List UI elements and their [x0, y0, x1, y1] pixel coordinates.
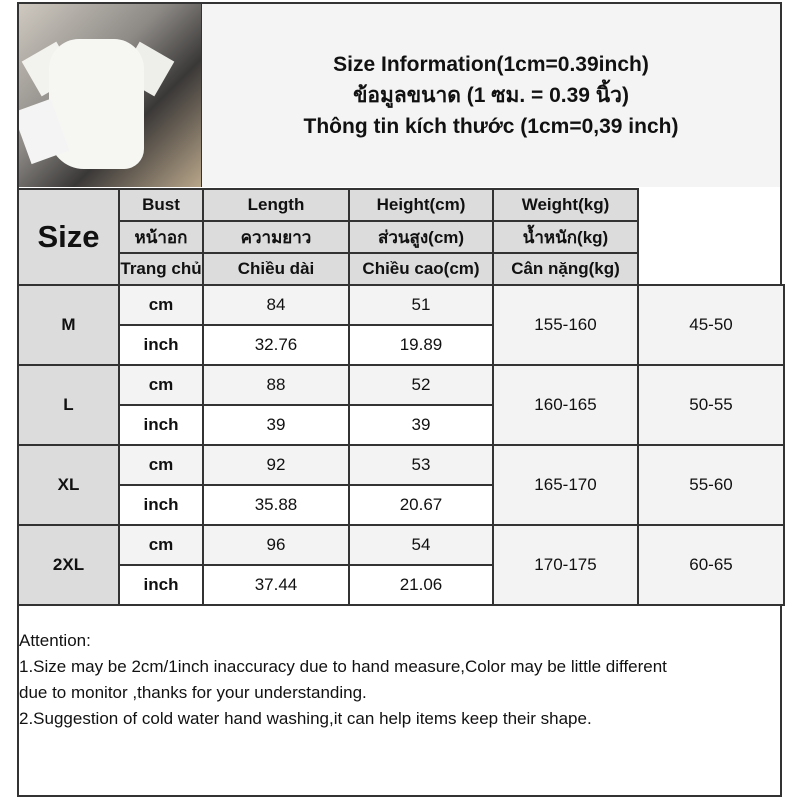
height-range: 155-160: [492, 284, 639, 366]
bust-inch: 37.44: [202, 564, 350, 606]
table-row-cm: 2XL cm 96 54 170-175 60-65: [17, 524, 785, 606]
header-bust-th: หน้าอก: [118, 220, 204, 254]
attention-heading: Attention:: [19, 631, 91, 650]
table-row-inch: inch 32.76 19.89: [18, 324, 784, 366]
size-label: L: [17, 364, 120, 446]
header-length-en: Length: [202, 188, 350, 222]
length-inch: 21.06: [348, 564, 494, 606]
unit-cm: cm: [118, 444, 204, 486]
table-row-inch: inch 37.44 21.06: [18, 564, 784, 606]
table-row-inch: inch 35.88 20.67: [18, 484, 784, 526]
length-inch: 20.67: [348, 484, 494, 526]
header-bust-vi: Trang chủ: [118, 252, 204, 286]
bust-cm: 88: [202, 364, 350, 406]
bust-cm: 92: [202, 444, 350, 486]
size-info-title: Size Information(1cm=0.39inch) ข้อมูลขนา…: [202, 4, 780, 187]
unit-inch: inch: [118, 564, 204, 606]
length-cm: 53: [348, 444, 494, 486]
length-cm: 52: [348, 364, 494, 406]
attention-notes: Attention: 1.Size may be 2cm/1inch inacc…: [19, 628, 779, 732]
size-table: Size Bust Length Height(cm) Weight(kg) ห…: [17, 188, 785, 606]
header-height-th: ส่วนสูง(cm): [348, 220, 494, 254]
weight-range: 50-55: [637, 364, 785, 446]
unit-cm: cm: [118, 524, 204, 566]
size-label: M: [17, 284, 120, 366]
length-cm: 54: [348, 524, 494, 566]
height-range: 160-165: [492, 364, 639, 446]
title-thai: ข้อมูลขนาด (1 ซม. = 0.39 นิ้ว): [353, 84, 629, 107]
header-weight-en: Weight(kg): [492, 188, 639, 222]
bust-inch: 35.88: [202, 484, 350, 526]
attention-line-3: 2.Suggestion of cold water hand washing,…: [19, 709, 592, 728]
product-photo: [19, 4, 203, 187]
weight-range: 45-50: [637, 284, 785, 366]
unit-cm: cm: [118, 364, 204, 406]
bust-cm: 96: [202, 524, 350, 566]
length-cm: 51: [348, 284, 494, 326]
header-bust-en: Bust: [118, 188, 204, 222]
header-length-th: ความยาว: [202, 220, 350, 254]
size-label: 2XL: [17, 524, 120, 606]
unit-cm: cm: [118, 284, 204, 326]
size-header: Size: [17, 188, 120, 286]
weight-range: 55-60: [637, 444, 785, 526]
header-height-vi: Chiều cao(cm): [348, 252, 494, 286]
title-vietnamese: Thông tin kích thước (1cm=0,39 inch): [303, 115, 679, 138]
bust-inch: 39: [202, 404, 350, 446]
title-english: Size Information(1cm=0.39inch): [333, 53, 649, 76]
table-row-inch: inch 39 39: [18, 404, 784, 446]
unit-inch: inch: [118, 404, 204, 446]
length-inch: 39: [348, 404, 494, 446]
length-inch: 19.89: [348, 324, 494, 366]
header-weight-th: น้ำหนัก(kg): [492, 220, 639, 254]
bust-inch: 32.76: [202, 324, 350, 366]
unit-inch: inch: [118, 324, 204, 366]
size-label: XL: [17, 444, 120, 526]
table-row-cm: XL cm 92 53 165-170 55-60: [17, 444, 785, 526]
weight-range: 60-65: [637, 524, 785, 606]
bust-cm: 84: [202, 284, 350, 326]
height-range: 165-170: [492, 444, 639, 526]
attention-line-2: due to monitor ,thanks for your understa…: [19, 683, 367, 702]
attention-line-1: 1.Size may be 2cm/1inch inaccuracy due t…: [19, 657, 667, 676]
height-range: 170-175: [492, 524, 639, 606]
header-weight-vi: Cân nặng(kg): [492, 252, 639, 286]
header-length-vi: Chiều dài: [202, 252, 350, 286]
header-height-en: Height(cm): [348, 188, 494, 222]
unit-inch: inch: [118, 484, 204, 526]
